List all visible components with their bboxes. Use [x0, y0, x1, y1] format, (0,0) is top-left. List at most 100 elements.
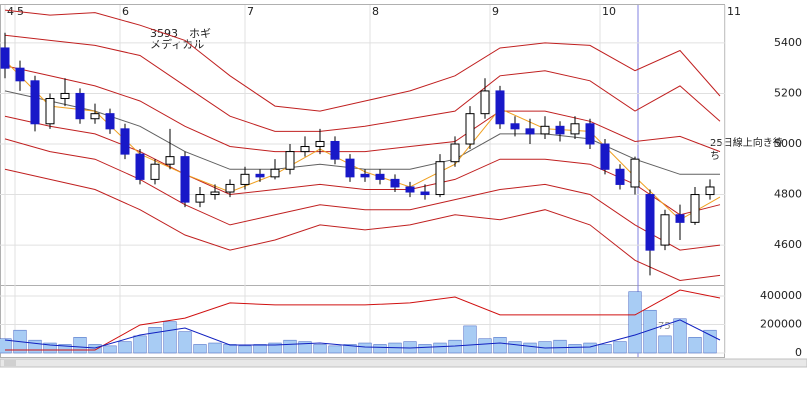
- candle-body: [120, 128, 130, 155]
- volume-bar: [43, 342, 57, 354]
- candle-body: [30, 80, 40, 125]
- volume-bar: [118, 341, 132, 354]
- y-tick-label: 4600: [774, 238, 802, 251]
- candle-body: [465, 113, 475, 145]
- volume-bar: [568, 344, 582, 354]
- candle-body: [300, 146, 310, 153]
- x-tick-label: 7: [247, 5, 254, 18]
- candle-body: [480, 90, 490, 115]
- volume-bar: [103, 345, 117, 354]
- x-tick-label: 10: [602, 5, 616, 18]
- candle-body: [645, 194, 655, 251]
- candle-body: [510, 123, 520, 130]
- candle-body: [390, 178, 400, 188]
- volume-bar: [703, 329, 717, 354]
- volume-bar: [598, 344, 612, 354]
- candle-body: [150, 163, 160, 180]
- candle-body: [195, 194, 205, 203]
- annotation: 25日線上向き待: [710, 136, 783, 149]
- volume-bar: [463, 325, 477, 354]
- candle-body: [630, 158, 640, 188]
- candle-body: [165, 156, 175, 165]
- candle-body: [570, 123, 580, 135]
- volume-tick-label: 200000: [760, 317, 802, 330]
- volume-bar: [313, 344, 327, 354]
- volume-bar: [223, 344, 237, 354]
- x-tick-label: 4: [7, 5, 14, 18]
- volume-bar: [478, 338, 492, 354]
- volume-bar: [28, 339, 42, 354]
- volume-bar: [268, 342, 282, 354]
- candle-body: [345, 158, 355, 178]
- y-tick-label: 5400: [774, 36, 802, 49]
- candle-body: [420, 191, 430, 196]
- candle-body: [435, 161, 445, 196]
- volume-bar: [523, 342, 537, 354]
- volume-bar: [433, 342, 447, 354]
- chart-title: 3593 ホギ: [150, 27, 211, 40]
- candle-body: [315, 140, 325, 148]
- volume-bar: [328, 345, 342, 354]
- candle-body: [450, 143, 460, 163]
- volume-bar: [163, 321, 177, 354]
- volume-bar: [373, 344, 387, 354]
- volume-bar: [658, 335, 672, 354]
- candle-body: [105, 113, 115, 130]
- volume-bar: [553, 339, 567, 354]
- volume-bar: [253, 344, 267, 354]
- volume-bar: [508, 341, 522, 354]
- volume-bar: [133, 335, 147, 354]
- volume-bar: [583, 342, 597, 354]
- candle-body: [270, 168, 280, 178]
- band-line: [4, 168, 721, 282]
- volume-bar: [673, 318, 687, 354]
- candle-body: [255, 173, 265, 178]
- candle-body: [285, 151, 295, 170]
- candle-body: [180, 156, 190, 203]
- volume-bar: [148, 327, 162, 354]
- volume-bar: [343, 344, 357, 354]
- chart-subtitle: メディカル: [150, 37, 204, 51]
- volume-bar: [73, 337, 87, 354]
- annotation: ち: [710, 150, 720, 162]
- candle-body: [135, 153, 145, 180]
- x-tick-label: 11: [727, 5, 741, 18]
- x-tick-label: 8: [372, 5, 379, 18]
- candle-body: [60, 92, 70, 100]
- volume-bar: [358, 342, 372, 354]
- annotation: 75: [658, 321, 671, 332]
- candle-body: [585, 123, 595, 145]
- y-tick-label: 5200: [774, 86, 802, 99]
- scrollbar[interactable]: [0, 358, 807, 368]
- volume-line: [4, 319, 721, 349]
- candle-body: [540, 125, 550, 135]
- volume-bar: [688, 337, 702, 354]
- candle-body: [210, 191, 220, 196]
- volume-bar: [88, 344, 102, 354]
- candle-body: [405, 186, 415, 193]
- candle-body: [525, 128, 535, 135]
- candle-body: [495, 90, 505, 125]
- volume-tick-label: 400000: [760, 289, 802, 302]
- volume-bar: [628, 291, 642, 354]
- band-line: [4, 138, 721, 251]
- candle-body: [555, 125, 565, 135]
- candle-body: [75, 92, 85, 120]
- candle-body: [15, 67, 25, 82]
- band-line: [4, 9, 721, 112]
- candle-body: [675, 214, 685, 223]
- volume-tick-label: 0: [795, 346, 802, 359]
- candle-body: [690, 194, 700, 223]
- volume-bar: [283, 339, 297, 354]
- scroll-thumb[interactable]: [4, 360, 16, 366]
- candle-body: [0, 47, 10, 69]
- volume-bar: [0, 338, 12, 354]
- volume-bar: [613, 341, 627, 354]
- candle-body: [360, 173, 370, 178]
- candle-body: [600, 143, 610, 170]
- band-line: [4, 34, 721, 132]
- volume-bar: [493, 337, 507, 354]
- volume-line: [5, 289, 721, 351]
